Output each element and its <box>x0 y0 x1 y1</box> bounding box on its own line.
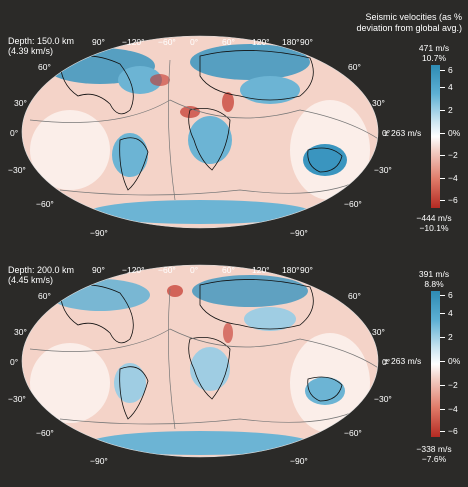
tick-m6: −6 <box>448 426 458 436</box>
lat-label-m60-right: −60° <box>344 428 362 438</box>
lat-label-m60-left: −60° <box>36 199 54 209</box>
lat-label-60-right: 60° <box>348 62 361 72</box>
lon-label-90: 90° <box>92 37 105 47</box>
lat-label-60-left: 60° <box>38 291 51 301</box>
colorbar <box>431 65 440 208</box>
lat-label-m30-left: −30° <box>8 394 26 404</box>
lat-label-30-left: 30° <box>14 327 27 337</box>
lat-label-m30-left: −30° <box>8 165 26 175</box>
lat-label-0-left: 0° <box>10 357 19 367</box>
tick-m2: −2 <box>448 380 458 390</box>
colorbar <box>431 291 440 437</box>
lat-label-0-left: 0° <box>10 128 19 138</box>
lon-label-90: 90° <box>92 265 105 275</box>
tick-m2: −2 <box>448 150 458 160</box>
min-velocity-pct: −10.1% <box>419 223 449 233</box>
lon-label-60: 60° <box>222 265 235 275</box>
tick-6: 6 <box>448 290 453 300</box>
lon-label-180: 180° <box>282 265 300 275</box>
min-velocity-ms: −338 m/s <box>416 444 452 454</box>
tick-2: 2 <box>448 332 453 342</box>
lat-label-m90-left: −90° <box>90 228 108 238</box>
tick-m4: −4 <box>448 173 458 183</box>
tick-4: 4 <box>448 82 453 92</box>
lon-label-m60: −60° <box>158 265 176 275</box>
lat-label-m60-right: −60° <box>344 199 362 209</box>
lat-label-0-right: 0° <box>382 128 391 138</box>
lon-label-90-right: 90° <box>300 37 313 47</box>
lat-label-m90-right: −90° <box>290 228 308 238</box>
lat-label-m30-right: −30° <box>374 394 392 404</box>
velocity-label: (4.39 km/s) <box>8 46 54 56</box>
depth-label: Depth: 150.0 km <box>8 36 75 46</box>
lon-label-m120: −120° <box>122 37 145 47</box>
lat-label-m30-right: −30° <box>374 165 392 175</box>
lat-label-m60-left: −60° <box>36 428 54 438</box>
lat-label-m90-right: −90° <box>290 456 308 466</box>
tomography-map-150km <box>21 35 379 229</box>
tick-m4: −4 <box>448 404 458 414</box>
lon-label-120: 120° <box>252 265 270 275</box>
lat-label-m90-left: −90° <box>90 456 108 466</box>
mid-velocity-ms: ± 263 m/s <box>384 356 422 366</box>
max-velocity-ms: 391 m/s <box>418 269 450 279</box>
lon-label-0: 0° <box>190 37 199 47</box>
map-panel-150km: Depth: 150.0 km (4.39 km/s) 90° −120° −6… <box>0 0 468 243</box>
lat-label-60-left: 60° <box>38 62 51 72</box>
legend-title-line1: Seismic velocities (as % <box>365 12 462 22</box>
lat-label-0-right: 0° <box>382 357 391 367</box>
max-velocity-ms: 471 m/s <box>418 43 450 53</box>
tick-0: 0% <box>448 128 461 138</box>
max-velocity-pct: 10.7% <box>421 53 447 63</box>
min-velocity-pct: −7.6% <box>421 454 447 464</box>
lat-label-30-right: 30° <box>372 327 385 337</box>
legend-title-line2: deviation from global avg.) <box>356 23 462 33</box>
lon-label-90-right: 90° <box>300 265 313 275</box>
tomography-map-200km <box>21 264 379 458</box>
velocity-label: (4.45 km/s) <box>8 275 54 285</box>
tick-4: 4 <box>448 308 453 318</box>
lon-label-180: 180° <box>282 37 300 47</box>
lon-label-m60: −60° <box>158 37 176 47</box>
tick-2: 2 <box>448 105 453 115</box>
min-velocity-ms: −444 m/s <box>416 213 452 223</box>
map-panel-200km: Depth: 200.0 km (4.45 km/s) 90° −120° −6… <box>0 243 468 486</box>
depth-label: Depth: 200.0 km <box>8 265 75 275</box>
lon-label-0: 0° <box>190 265 199 275</box>
lon-label-m120: −120° <box>122 265 145 275</box>
lat-label-30-right: 30° <box>372 98 385 108</box>
tick-m6: −6 <box>448 195 458 205</box>
max-velocity-pct: 8.8% <box>424 279 444 289</box>
lat-label-60-right: 60° <box>348 291 361 301</box>
lon-label-60: 60° <box>222 37 235 47</box>
lat-label-30-left: 30° <box>14 98 27 108</box>
lon-label-120: 120° <box>252 37 270 47</box>
tick-0: 0% <box>448 356 461 366</box>
mid-velocity-ms: ± 263 m/s <box>384 128 422 138</box>
tick-6: 6 <box>448 65 453 75</box>
